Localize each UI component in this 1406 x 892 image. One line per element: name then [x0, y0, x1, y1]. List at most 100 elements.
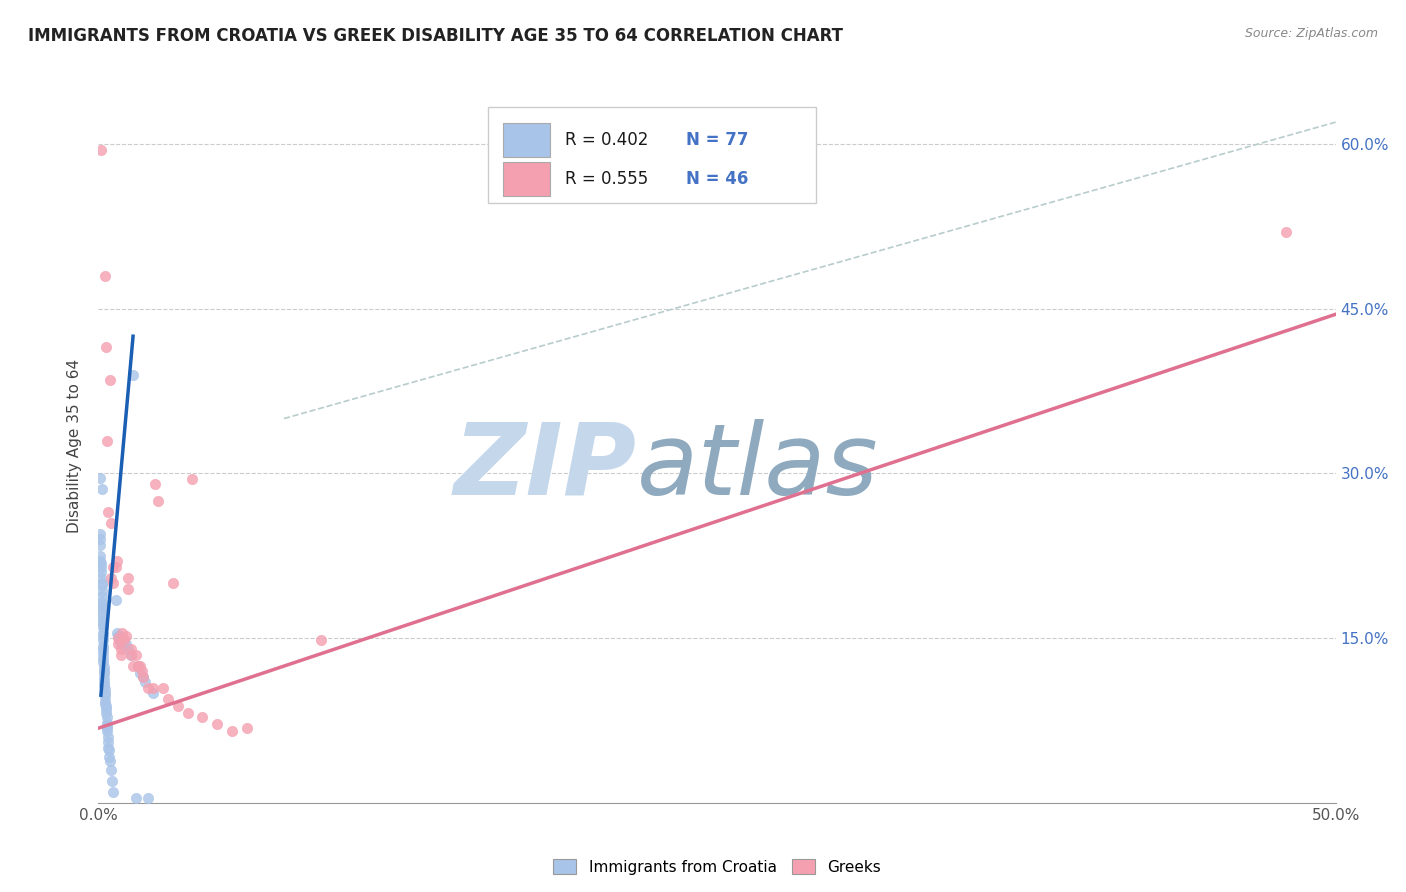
Point [94, 694, 117, 708]
Point [89, 471, 111, 485]
Point [89, 554, 111, 568]
Point [112, 633, 135, 648]
Point [103, 559, 125, 574]
Point [94, 340, 117, 354]
Point [97, 735, 120, 749]
Point [107, 637, 129, 651]
Point [91, 620, 114, 634]
Point [91, 609, 114, 624]
Point [105, 625, 128, 640]
Point [93, 681, 115, 696]
Point [93, 666, 115, 681]
Point [110, 637, 132, 651]
Point [176, 706, 198, 720]
Point [309, 633, 332, 648]
Point [110, 642, 132, 657]
Text: ZIP: ZIP [454, 419, 637, 516]
Point [132, 669, 155, 683]
Point [89, 549, 111, 563]
Point [103, 785, 125, 799]
Point [94, 702, 117, 716]
Point [136, 791, 159, 805]
Point [100, 516, 122, 530]
Text: R = 0.402: R = 0.402 [565, 131, 648, 149]
Point [191, 710, 214, 724]
Point [96, 715, 118, 730]
Point [96, 724, 118, 739]
Point [98, 373, 121, 387]
Text: N = 77: N = 77 [686, 131, 748, 149]
Point [89, 533, 111, 547]
Point [122, 658, 145, 673]
Point [91, 629, 114, 643]
Point [89, 538, 111, 552]
Point [90, 576, 112, 591]
Point [96, 719, 118, 733]
Text: R = 0.555: R = 0.555 [565, 170, 648, 188]
Point [120, 648, 142, 662]
Point [96, 434, 118, 448]
Point [105, 554, 128, 568]
Point [136, 681, 159, 695]
FancyBboxPatch shape [488, 107, 815, 203]
Point [111, 625, 134, 640]
Point [117, 642, 139, 657]
Point [93, 671, 115, 685]
Point [93, 675, 115, 690]
FancyBboxPatch shape [503, 162, 550, 196]
Point [124, 791, 146, 805]
Point [100, 763, 122, 777]
Y-axis label: Disability Age 35 to 64: Disability Age 35 to 64 [67, 359, 83, 533]
Point [142, 686, 165, 700]
Point [91, 633, 114, 648]
Point [134, 675, 156, 690]
Point [91, 606, 114, 620]
Point [96, 721, 118, 735]
Point [110, 648, 132, 662]
Point [122, 368, 145, 382]
Point [94, 699, 117, 714]
Point [100, 571, 122, 585]
Point [181, 472, 204, 486]
Point [91, 614, 114, 628]
Text: N = 46: N = 46 [686, 170, 748, 188]
Point [97, 743, 120, 757]
Point [205, 716, 228, 731]
Point [93, 664, 115, 678]
Text: atlas: atlas [637, 419, 879, 516]
Legend: Immigrants from Croatia, Greeks: Immigrants from Croatia, Greeks [547, 853, 887, 880]
Point [107, 629, 129, 643]
Point [117, 571, 139, 585]
Point [91, 598, 114, 612]
Point [93, 647, 115, 661]
Point [129, 666, 152, 681]
Point [112, 633, 135, 648]
Point [114, 629, 136, 643]
Point [104, 592, 127, 607]
Point [114, 637, 136, 651]
Point [91, 482, 114, 496]
Point [162, 576, 184, 591]
Point [91, 642, 114, 657]
Point [90, 559, 112, 574]
Point [94, 686, 117, 700]
Point [93, 678, 115, 692]
Point [91, 601, 114, 615]
Point [97, 740, 120, 755]
Point [96, 706, 118, 720]
Point [127, 658, 149, 673]
Point [143, 477, 166, 491]
Point [221, 724, 243, 739]
Point [90, 571, 112, 585]
Point [94, 697, 117, 711]
Point [91, 639, 114, 653]
Point [117, 582, 139, 596]
Text: IMMIGRANTS FROM CROATIA VS GREEK DISABILITY AGE 35 TO 64 CORRELATION CHART: IMMIGRANTS FROM CROATIA VS GREEK DISABIL… [28, 27, 844, 45]
Point [91, 595, 114, 609]
Point [90, 578, 112, 592]
Point [120, 642, 142, 657]
Point [98, 749, 121, 764]
Point [156, 691, 179, 706]
Point [97, 730, 120, 744]
Point [93, 659, 115, 673]
